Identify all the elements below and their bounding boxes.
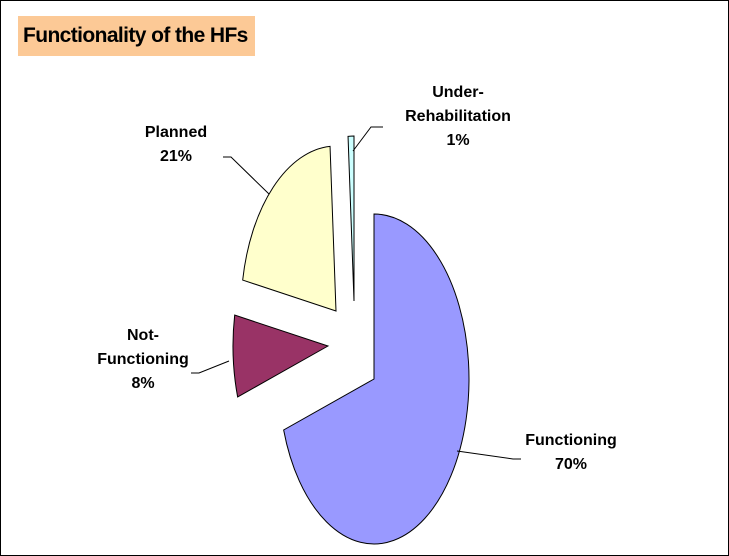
category-label: Planned bbox=[144, 124, 208, 141]
value-label: 8% bbox=[131, 375, 155, 392]
value-label: 21% bbox=[159, 148, 193, 165]
slice-label: Planned 21% bbox=[121, 121, 231, 169]
leader-lines bbox=[191, 126, 521, 460]
slice-label: Functioning 70% bbox=[516, 429, 626, 477]
category-label: Not-Functioning bbox=[97, 327, 189, 368]
pie-slice bbox=[347, 135, 355, 302]
pie-slice bbox=[232, 314, 330, 398]
slice-label: Under-Rehabilitation 1% bbox=[383, 81, 533, 153]
value-label: 70% bbox=[554, 456, 588, 473]
leader-line bbox=[223, 156, 270, 195]
chart-title: Functionality of the HFs bbox=[18, 16, 255, 56]
leader-line bbox=[456, 450, 521, 460]
pie-slice bbox=[283, 213, 470, 545]
leader-line bbox=[191, 360, 230, 374]
leader-line bbox=[352, 126, 383, 152]
category-label: Functioning bbox=[525, 432, 617, 449]
pie bbox=[232, 135, 470, 545]
slice-label: Not-Functioning 8% bbox=[83, 324, 203, 396]
category-label: Under-Rehabilitation bbox=[405, 84, 511, 125]
value-label: 1% bbox=[446, 132, 470, 149]
pie-slice bbox=[242, 145, 337, 312]
